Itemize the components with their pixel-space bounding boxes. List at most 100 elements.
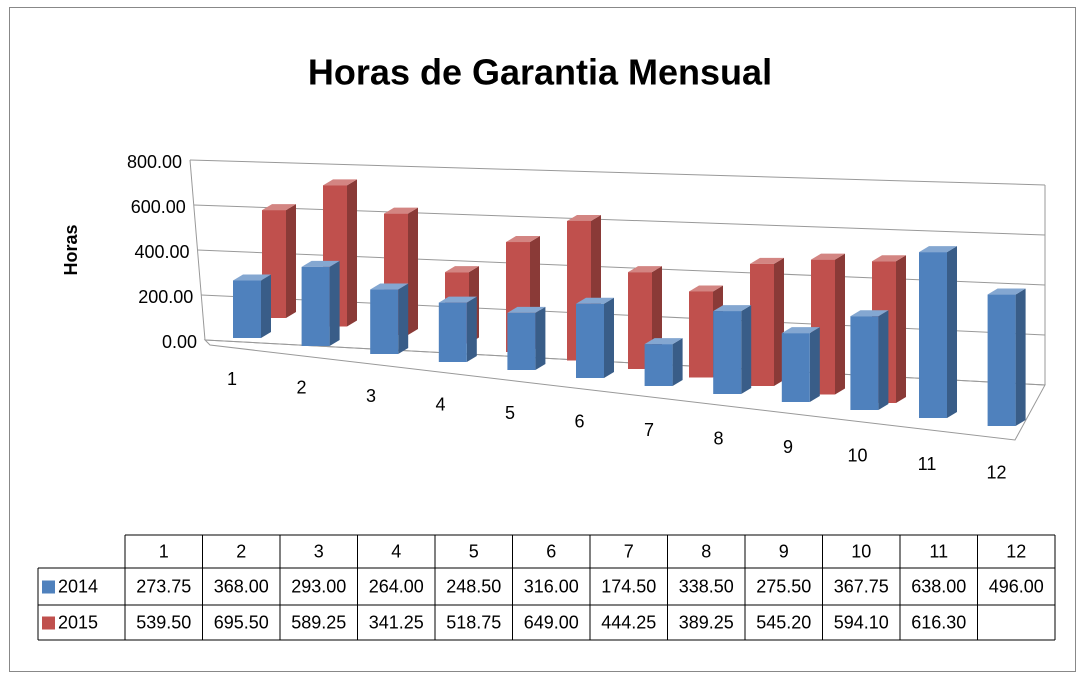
- bar-top: [872, 255, 906, 262]
- bar: [644, 344, 673, 386]
- table-header: 9: [779, 541, 789, 561]
- y-tick-label: 800.00: [127, 152, 182, 172]
- bar-side: [261, 274, 271, 338]
- bar-top: [781, 327, 820, 334]
- bar-top: [850, 310, 889, 317]
- bar-side: [408, 207, 418, 335]
- table-value: 368.00: [214, 576, 269, 596]
- bar: [370, 289, 399, 354]
- bar-side: [809, 327, 820, 402]
- x-tick-label: 6: [574, 411, 584, 431]
- legend-label: 2014: [58, 576, 98, 596]
- table-value: 695.50: [214, 612, 269, 632]
- x-tick-label: 5: [505, 403, 515, 423]
- table-value: 444.25: [601, 612, 656, 632]
- bar-top: [628, 266, 662, 273]
- bar-side: [329, 260, 340, 346]
- bar-top: [919, 246, 957, 253]
- bar-side: [896, 255, 906, 403]
- chart-title: Horas de Garantia Mensual: [308, 52, 772, 93]
- y-tick-label: 0.00: [162, 332, 197, 352]
- table-value: 545.20: [756, 612, 811, 632]
- table-value: 649.00: [524, 612, 579, 632]
- table-value: 293.00: [291, 576, 346, 596]
- table-value: 589.25: [291, 612, 346, 632]
- bar-top: [576, 297, 614, 304]
- bar-side: [741, 305, 752, 394]
- bar-top: [689, 285, 723, 292]
- bar-top: [445, 266, 479, 273]
- table-value: 338.50: [679, 576, 734, 596]
- bar: [713, 311, 742, 394]
- bar: [507, 312, 536, 370]
- bar-top: [323, 179, 357, 186]
- bar-side: [604, 297, 614, 378]
- bar: [438, 302, 467, 362]
- table-value: 638.00: [911, 576, 966, 596]
- bar-top: [233, 274, 271, 281]
- table-header: 1: [159, 541, 169, 561]
- bar: [301, 266, 330, 346]
- bar-side: [774, 257, 784, 386]
- bar: [850, 316, 879, 410]
- table-value: 316.00: [524, 576, 579, 596]
- bar-top: [987, 288, 1026, 295]
- bar-top: [644, 338, 683, 345]
- table-header: 10: [851, 541, 871, 561]
- table-value: 616.30: [911, 612, 966, 632]
- bar: [919, 252, 947, 418]
- table-value: 539.50: [136, 612, 191, 632]
- legend-swatch: [42, 580, 55, 594]
- bar-top: [506, 236, 540, 243]
- x-tick-label: 3: [366, 386, 376, 406]
- table-value: 518.75: [446, 612, 501, 632]
- table-value: 496.00: [989, 576, 1044, 596]
- x-tick-label: 1: [227, 369, 237, 389]
- x-tick-label: 8: [713, 428, 723, 448]
- table-header: 12: [1006, 541, 1026, 561]
- bar-top: [567, 214, 601, 221]
- table-value: 275.50: [756, 576, 811, 596]
- bar-side: [535, 306, 546, 370]
- legend-label: 2015: [58, 612, 98, 632]
- x-tick-label: 11: [918, 454, 937, 474]
- table-value: 341.25: [369, 612, 424, 632]
- y-tick-label: 600.00: [131, 197, 186, 217]
- table-header: 3: [314, 541, 324, 561]
- bar-side: [347, 179, 357, 327]
- bar-top: [301, 260, 340, 267]
- bar-side: [1015, 288, 1026, 426]
- table-value: 264.00: [369, 576, 424, 596]
- table-value: 174.50: [601, 576, 656, 596]
- table-value: 389.25: [679, 612, 734, 632]
- bar-top: [438, 296, 477, 303]
- bar-top: [370, 283, 409, 290]
- table-value: 248.50: [446, 576, 501, 596]
- bar-side: [835, 253, 845, 395]
- bar: [689, 291, 713, 378]
- table-header: 4: [391, 541, 401, 561]
- table-header: 8: [701, 541, 711, 561]
- table-header: 11: [929, 541, 948, 561]
- x-tick-label: 10: [847, 445, 867, 465]
- bar-side: [286, 204, 296, 318]
- bar-side: [878, 310, 889, 410]
- y-tick-label: 200.00: [138, 287, 193, 307]
- table-header: 5: [469, 541, 479, 561]
- bar: [781, 333, 810, 402]
- bar: [750, 263, 774, 386]
- table-header: 6: [546, 541, 556, 561]
- bar-side: [398, 283, 409, 354]
- table-value: 367.75: [834, 576, 889, 596]
- bar-top: [811, 253, 845, 260]
- x-tick-label: 9: [783, 437, 793, 457]
- y-tick-label: 400.00: [134, 242, 189, 262]
- bar-top: [507, 306, 546, 313]
- bar-top: [262, 204, 296, 211]
- x-tick-label: 12: [986, 462, 1006, 482]
- table-value: 273.75: [136, 576, 191, 596]
- bar: [576, 303, 604, 378]
- x-tick-label: 7: [644, 420, 654, 440]
- grid-line: [189, 159, 1046, 186]
